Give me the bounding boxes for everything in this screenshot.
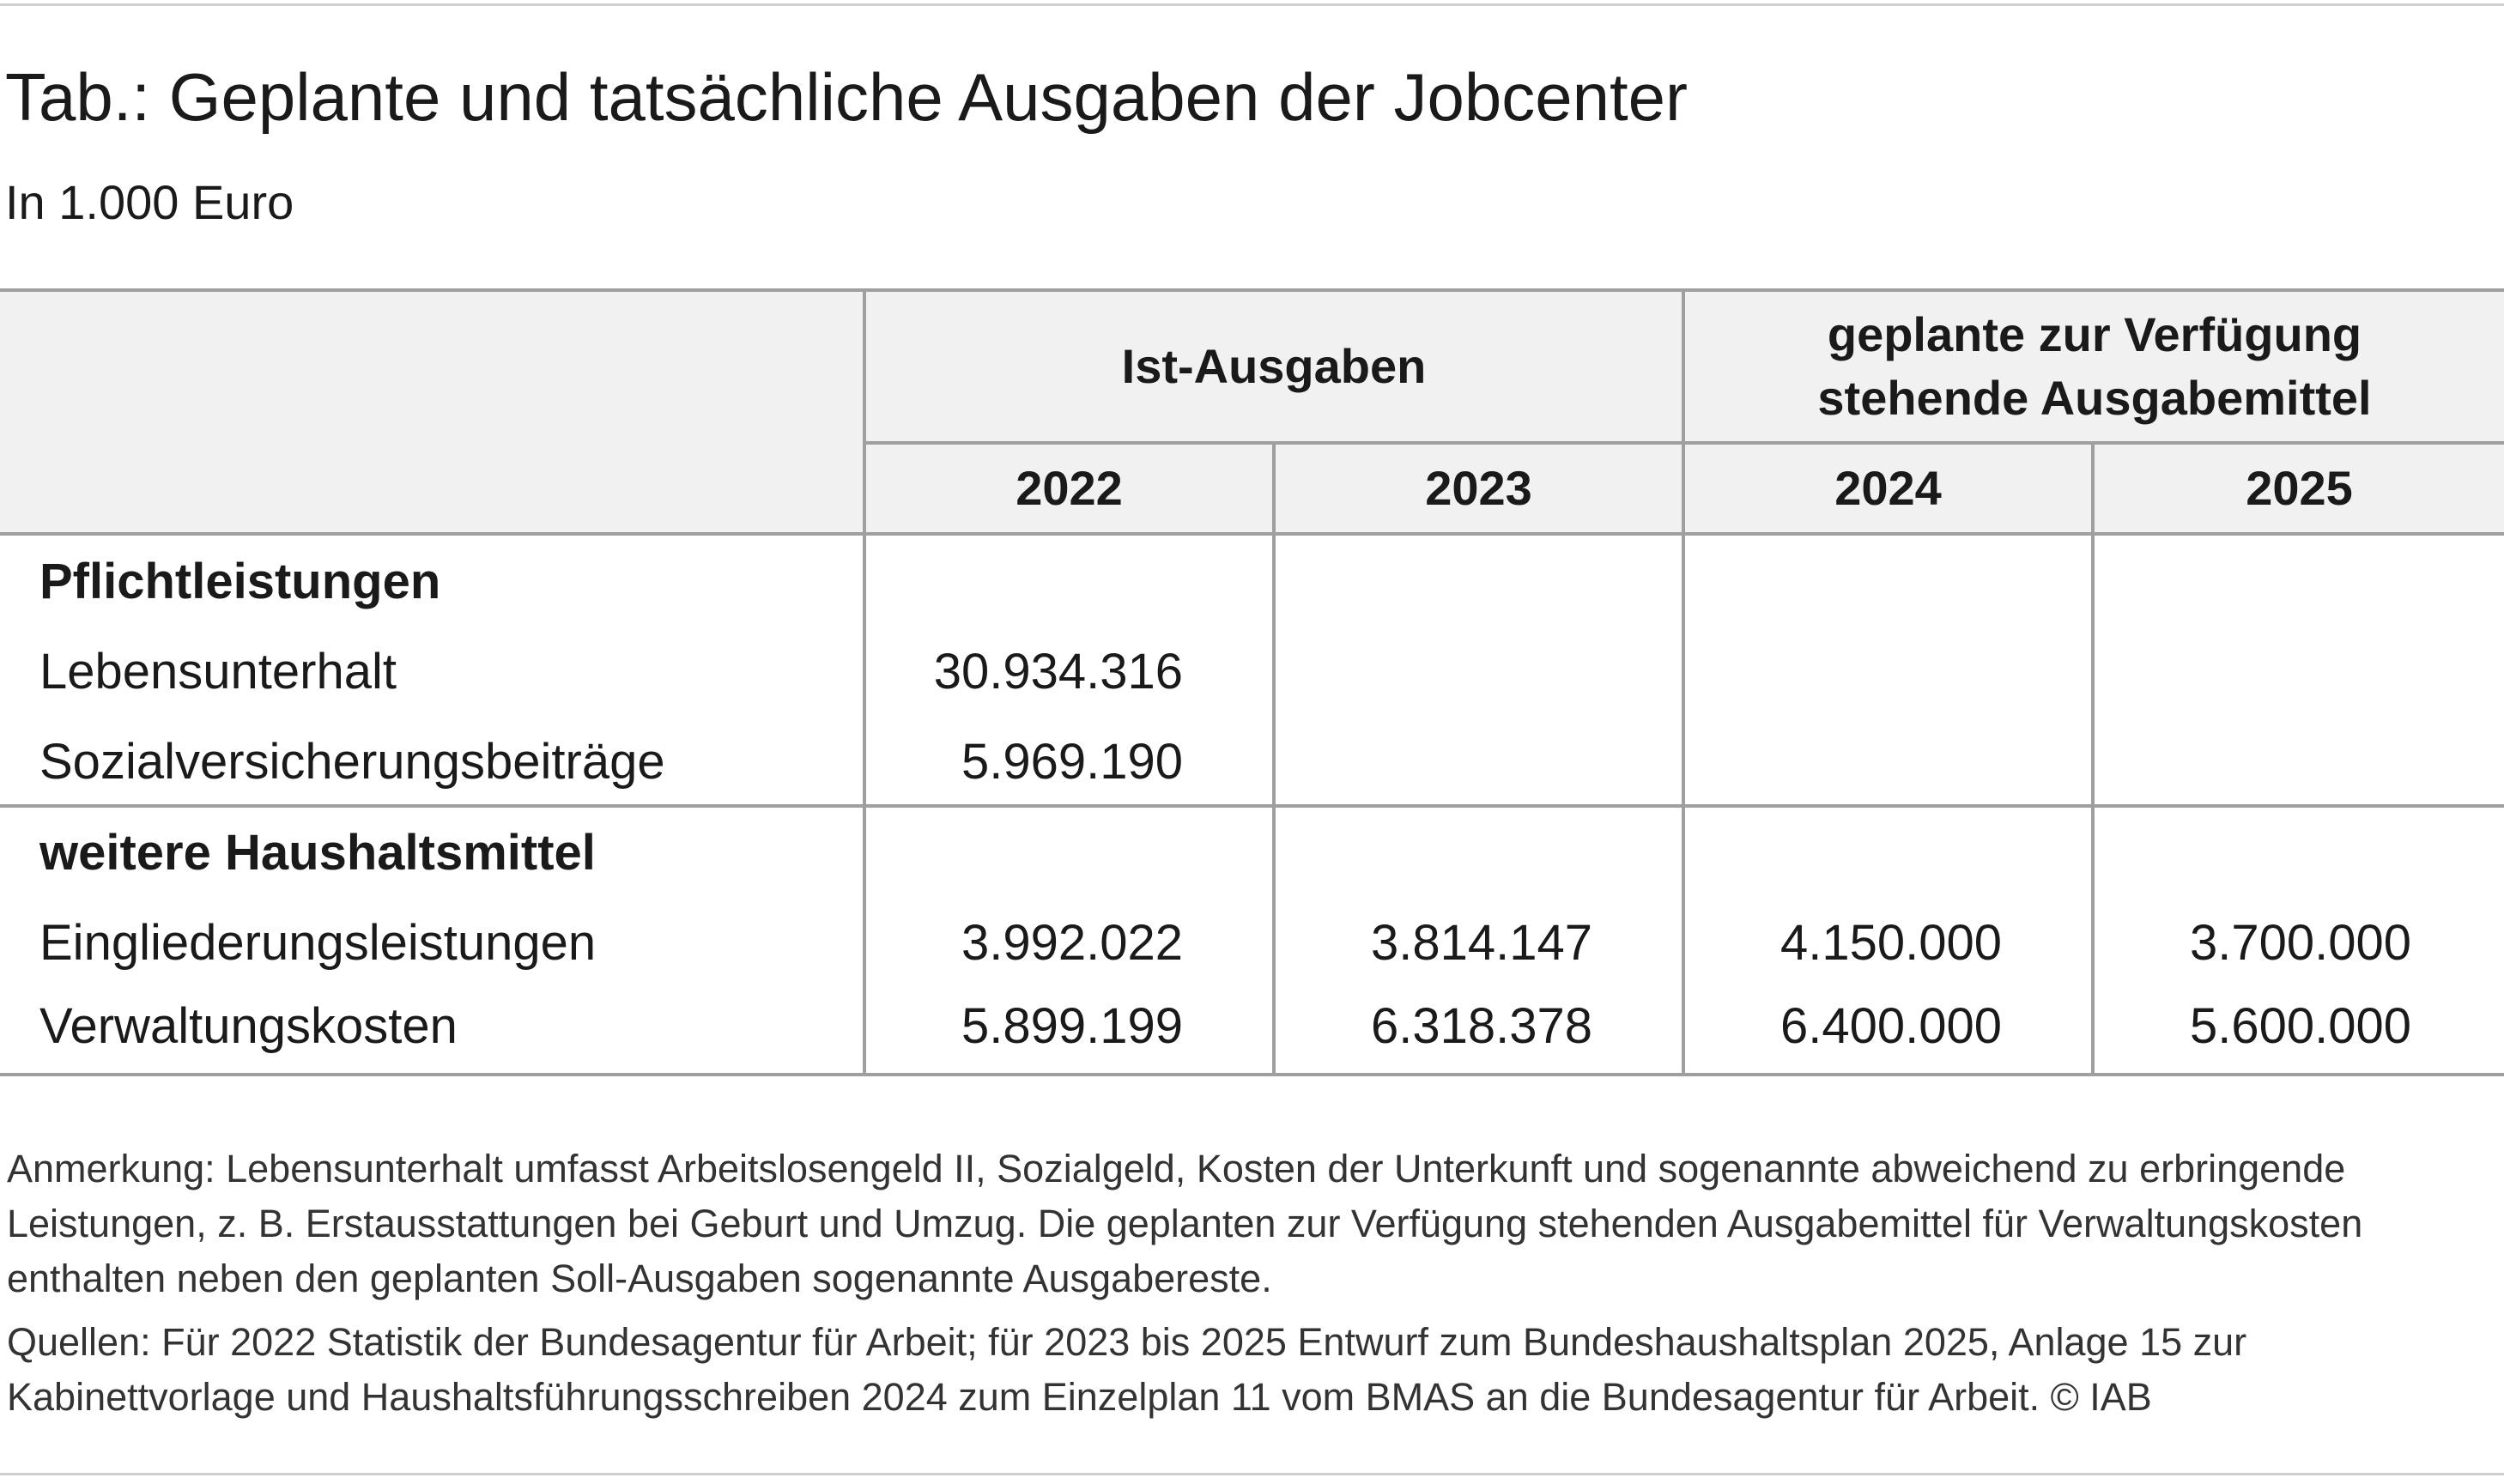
table-cell: 5.969.190: [961, 734, 1183, 790]
year-header-2024: 2024: [1834, 461, 1942, 515]
table-cell: 4.150.000: [1779, 915, 2002, 971]
table-cell: [1685, 627, 2002, 717]
column-divider-2023: [1682, 288, 1685, 1076]
table-cell: 30.934.316: [933, 644, 1183, 700]
year-header-2025: 2025: [2246, 461, 2353, 515]
column-divider-2022: [1272, 443, 1276, 1076]
table-cell: [1276, 717, 1592, 807]
table-bottom-border: [0, 1073, 2504, 1076]
group-header-actual: Ist-Ausgaben: [1121, 339, 1427, 393]
section-heading: weitere Haushaltsmittel: [39, 825, 596, 881]
table-title: Tab.: Geplante und tatsächliche Ausgaben…: [5, 59, 1689, 135]
table-cell: 6.318.378: [1370, 998, 1592, 1054]
header-bottom-border: [0, 532, 2504, 536]
remark-note: Anmerkung: Lebensunterhalt umfasst Arbei…: [7, 1147, 2363, 1300]
table-cell: [1276, 627, 1592, 717]
table-cell: 3.700.000: [2189, 915, 2411, 971]
row-label: Verwaltungskosten: [39, 998, 458, 1054]
section-heading: Pflichtleistungen: [39, 554, 441, 609]
year-header-2023: 2023: [1425, 461, 1532, 515]
table-cell: 6.400.000: [1779, 998, 2002, 1054]
year-header-2022: 2022: [1016, 461, 1123, 515]
table-cell: [1685, 717, 2002, 807]
row-label: Lebensunterhalt: [39, 644, 397, 700]
expenditure-table: Ist-Ausgaben geplante zur Verfügung steh…: [0, 288, 2504, 1076]
table-cell: [2095, 627, 2411, 717]
column-divider-2024: [2091, 443, 2095, 1076]
table-top-border: [0, 288, 2504, 292]
source-note: Quellen: Für 2022 Statistik der Bundesag…: [7, 1320, 2247, 1419]
table-cell: 3.814.147: [1370, 915, 1592, 971]
top-divider: [0, 3, 2504, 6]
table-cell: 5.600.000: [2189, 998, 2411, 1054]
table-cell: [2095, 717, 2411, 807]
row-label: Eingliederungsleistungen: [39, 915, 597, 971]
table-subtitle: In 1.000 Euro: [5, 175, 294, 229]
bottom-divider: [0, 1473, 2504, 1475]
table-header-background: [0, 288, 2504, 536]
group-header-planned: geplante zur Verfügung stehende Ausgabem…: [1817, 307, 2372, 425]
row-label: Sozialversicherungsbeiträge: [39, 734, 665, 790]
column-divider-label: [863, 288, 866, 1076]
section-divider: [0, 804, 2504, 808]
table-cell: 3.992.022: [961, 915, 1183, 971]
table-notes: Anmerkung: Lebensunterhalt umfasst Arbei…: [7, 1142, 2479, 1425]
table-cell: 5.899.199: [961, 998, 1183, 1054]
